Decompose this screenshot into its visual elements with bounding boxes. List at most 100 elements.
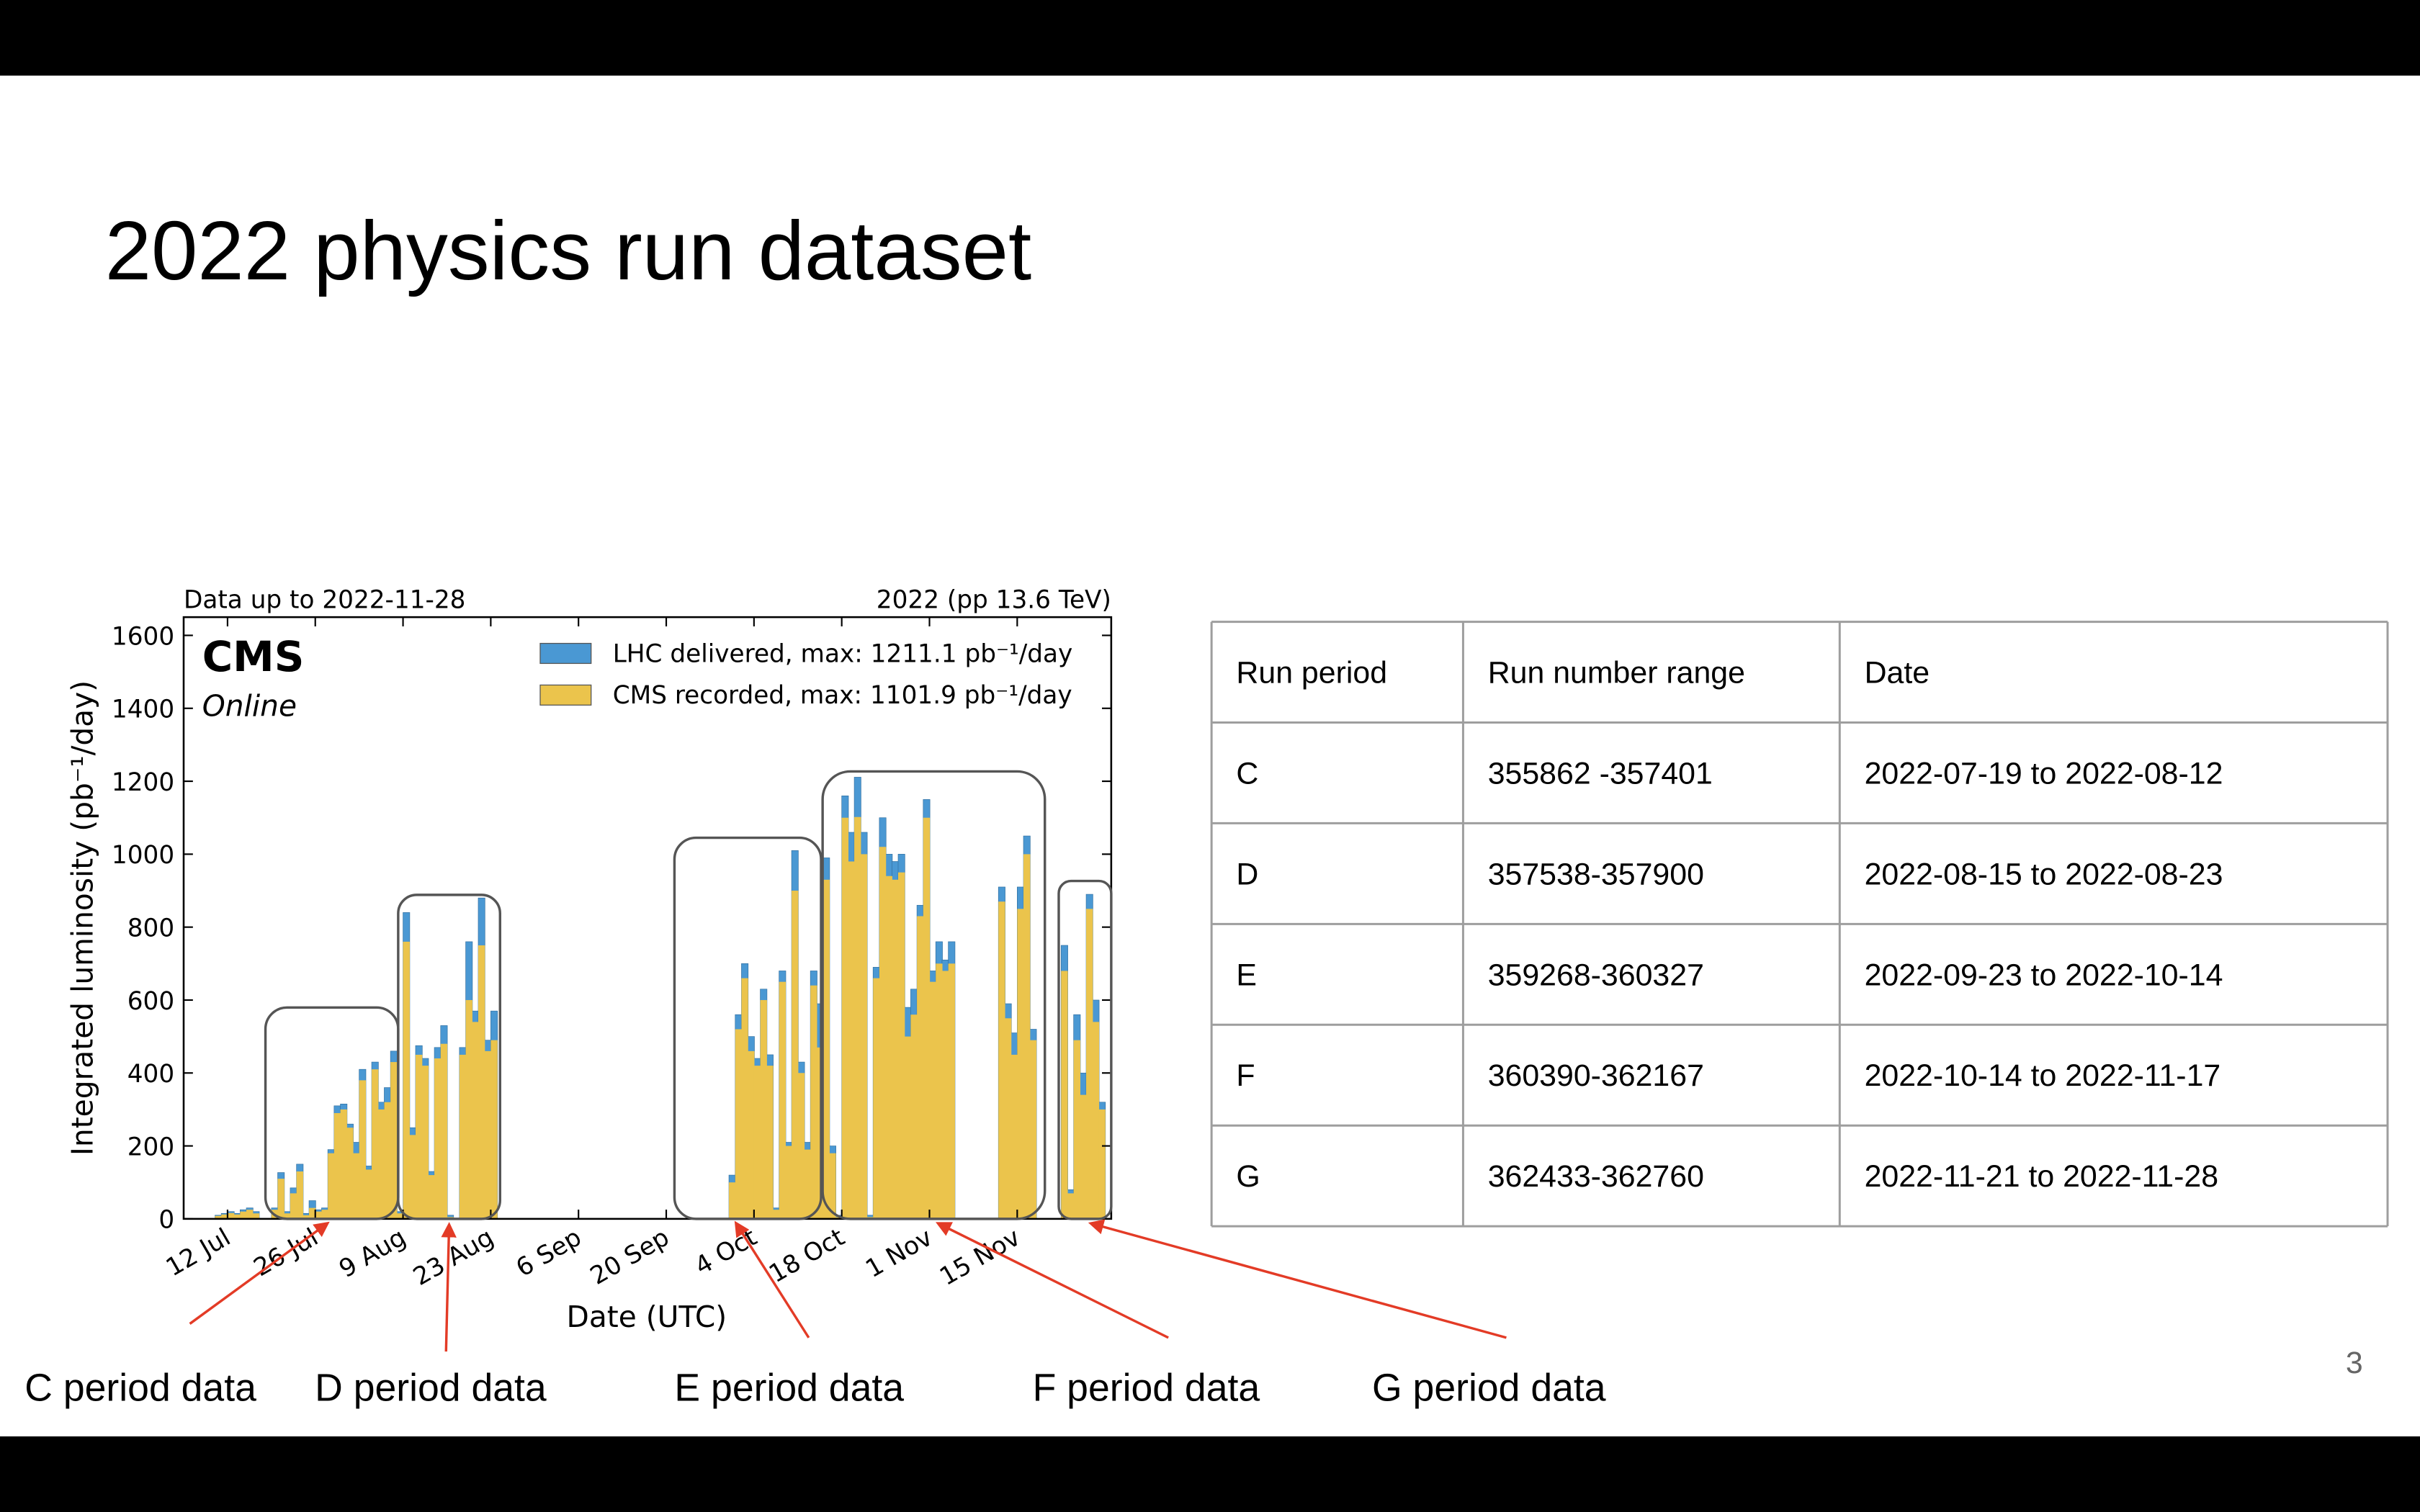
legend-swatch <box>539 684 592 706</box>
table-cell: 360390-362167 <box>1488 1058 1704 1093</box>
bar <box>1092 1022 1100 1219</box>
x-tick-label: 4 Oct <box>690 1223 762 1282</box>
y-tick-label: 200 <box>127 1133 174 1161</box>
bar <box>428 1175 435 1219</box>
bar <box>302 1215 310 1219</box>
y-tick-label: 1200 <box>112 768 174 797</box>
bar <box>760 999 767 1219</box>
bar <box>879 847 887 1219</box>
bar <box>352 1153 360 1219</box>
x-tick-label: 23 Aug <box>408 1223 498 1292</box>
arrow <box>936 1222 1169 1339</box>
arrows <box>189 1219 1507 1352</box>
bar <box>484 1050 492 1219</box>
bar <box>277 1179 284 1219</box>
bar <box>490 1040 498 1219</box>
y-tick-label: 400 <box>127 1060 174 1089</box>
y-tick-label: 0 <box>158 1206 174 1235</box>
arrow <box>441 1222 457 1352</box>
bar <box>421 1066 429 1219</box>
y-tick-label: 1600 <box>112 622 174 651</box>
legend-label: CMS recorded, max: 1101.9 pb⁻¹/day <box>613 681 1072 710</box>
period-box <box>821 770 1047 1220</box>
bar <box>854 816 861 1219</box>
bar <box>1029 1040 1037 1219</box>
experiment-label: CMS <box>202 632 305 681</box>
bar <box>215 1215 222 1219</box>
bar <box>472 1022 479 1219</box>
bar <box>1017 909 1024 1219</box>
bar <box>910 1014 918 1219</box>
table-cell: 359268-360327 <box>1488 958 1704 992</box>
bar <box>766 1066 774 1219</box>
x-tick-label: 6 Sep <box>511 1223 586 1283</box>
bar <box>1067 1193 1075 1219</box>
bar <box>252 1213 260 1219</box>
bar <box>1061 971 1068 1219</box>
bar <box>440 1043 448 1219</box>
bar <box>365 1169 372 1219</box>
x-tick-label: 15 Nov <box>935 1223 1025 1292</box>
table-cell: 2022-11-21 to 2022-11-28 <box>1865 1159 2219 1194</box>
bar <box>998 901 1005 1219</box>
legend-swatch <box>539 642 592 665</box>
table-cell: 2022-08-15 to 2022-08-23 <box>1865 857 2223 891</box>
bar <box>227 1212 235 1219</box>
bar <box>741 978 748 1219</box>
x-tick-label: 20 Sep <box>586 1223 674 1291</box>
table-cell: 362433-362760 <box>1488 1159 1704 1194</box>
top-bar <box>0 0 2420 76</box>
annotation: F period data <box>1033 1367 1260 1410</box>
bar <box>848 861 855 1219</box>
bar <box>396 1213 404 1219</box>
bar <box>804 1149 811 1219</box>
annotation: E period data <box>674 1367 904 1410</box>
bar <box>359 1080 366 1219</box>
page-number: 3 <box>2346 1346 2363 1380</box>
y-tick-label: 1000 <box>112 841 174 870</box>
bar <box>346 1128 354 1219</box>
chart-note: Data up to 2022-11-28 <box>184 585 465 614</box>
table-cell: E <box>1236 958 1257 992</box>
bar <box>384 1102 391 1219</box>
bar <box>459 1054 467 1219</box>
bar <box>240 1211 247 1219</box>
bar <box>290 1193 297 1219</box>
bar <box>372 1069 379 1219</box>
bar <box>785 1146 792 1219</box>
bar <box>917 916 924 1219</box>
bar <box>810 985 817 1219</box>
bar <box>729 1182 736 1219</box>
table-cell: D <box>1236 857 1258 891</box>
bar <box>340 1109 347 1219</box>
bar <box>929 981 936 1219</box>
bar <box>735 1029 743 1219</box>
period-boxes <box>264 770 1113 1220</box>
y-axis-label: Integrated luminosity (pb⁻¹/day) <box>66 680 100 1156</box>
chart: Data up to 2022-11-28 2022 (pp 13.6 TeV)… <box>66 585 1113 1334</box>
y-tick-label: 800 <box>127 914 174 943</box>
arrow <box>189 1221 330 1325</box>
bar <box>296 1171 303 1219</box>
bar <box>897 872 905 1219</box>
bar <box>885 876 892 1219</box>
bar <box>221 1214 228 1219</box>
x-tick-label: 18 Oct <box>764 1223 850 1290</box>
slide-title: 2022 physics run dataset <box>105 204 1031 297</box>
bar <box>860 854 868 1219</box>
bar <box>892 879 899 1219</box>
table-cell: 2022-07-19 to 2022-08-12 <box>1865 756 2223 791</box>
period-box <box>1057 879 1113 1220</box>
bar <box>390 1062 398 1219</box>
table-header-cell: Date <box>1865 656 1930 690</box>
bar <box>1073 1040 1080 1219</box>
table-cell: C <box>1236 756 1258 791</box>
bar <box>415 1054 423 1219</box>
table: Run period Run number range Date C 355862 -3… <box>1210 621 2389 1228</box>
bar <box>904 1036 912 1219</box>
table-header-cell: Run number range <box>1488 656 1745 690</box>
x-tick-label: 9 Aug <box>334 1223 411 1284</box>
bar <box>1080 1094 1087 1219</box>
bar <box>779 981 786 1219</box>
